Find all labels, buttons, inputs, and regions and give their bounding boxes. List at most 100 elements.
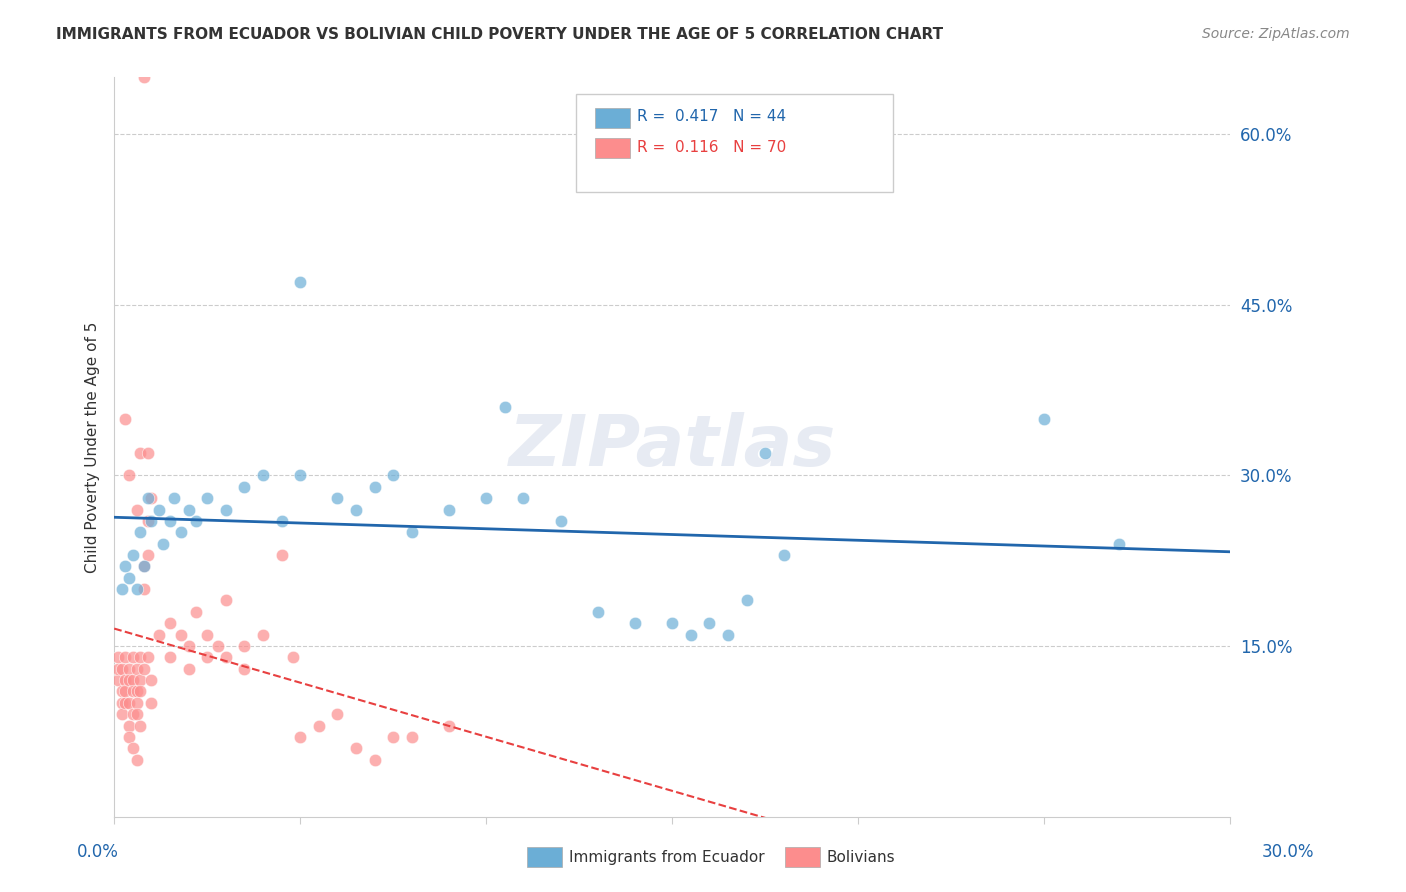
Point (132, 559, 155, 574)
Point (624, 616, 647, 631)
Point (121, 707, 143, 722)
Point (252, 627, 274, 641)
Text: Immigrants from Ecuador: Immigrants from Ecuador (569, 850, 765, 864)
Point (290, 275, 312, 289)
Point (148, 502, 170, 516)
Point (121, 548, 143, 562)
Point (132, 559, 155, 574)
Point (107, 662, 129, 676)
Point (233, 480, 256, 494)
Point (111, 662, 134, 676)
Point (1108, 536, 1130, 550)
Point (118, 468, 141, 483)
Point (141, 696, 163, 710)
Point (184, 514, 207, 528)
Text: R =  0.417   N = 44: R = 0.417 N = 44 (637, 110, 786, 124)
Point (437, 718, 460, 732)
Point (118, 571, 141, 585)
Point (177, 662, 200, 676)
Point (125, 753, 148, 767)
Point (252, 468, 274, 483)
Point (152, 536, 174, 550)
Point (129, 673, 152, 687)
Point (121, 684, 143, 698)
Point (184, 605, 207, 619)
Point (132, 662, 155, 676)
Point (344, 502, 367, 516)
Point (132, 582, 155, 596)
Point (148, 627, 170, 641)
Point (107, 650, 129, 665)
Point (118, 673, 141, 687)
Point (129, 684, 152, 698)
Point (326, 707, 349, 722)
Point (121, 673, 143, 687)
Point (118, 730, 141, 744)
Point (326, 491, 349, 505)
Point (141, 491, 163, 505)
Point (1033, 411, 1056, 425)
Point (735, 593, 758, 607)
Point (215, 502, 238, 516)
Point (129, 525, 152, 540)
Point (363, 480, 385, 494)
Point (114, 684, 136, 698)
Point (290, 468, 312, 483)
Point (114, 559, 136, 574)
Point (125, 707, 148, 722)
Point (114, 696, 136, 710)
Point (290, 730, 312, 744)
Point (163, 491, 186, 505)
Point (125, 684, 148, 698)
Point (512, 491, 534, 505)
Point (233, 662, 256, 676)
Text: Bolivians: Bolivians (827, 850, 896, 864)
Point (136, 514, 159, 528)
Text: ZIPatlas: ZIPatlas (509, 412, 837, 482)
Point (121, 650, 143, 665)
Point (118, 696, 141, 710)
Point (159, 650, 181, 665)
Point (141, 673, 163, 687)
Point (136, 445, 159, 459)
Y-axis label: Child Poverty Under the Age of 5: Child Poverty Under the Age of 5 (86, 321, 100, 573)
Point (129, 650, 152, 665)
Point (773, 548, 796, 562)
Point (195, 491, 218, 505)
Point (170, 627, 193, 641)
Point (177, 502, 200, 516)
Point (550, 514, 572, 528)
Point (586, 605, 609, 619)
Text: IMMIGRANTS FROM ECUADOR VS BOLIVIAN CHILD POVERTY UNDER THE AGE OF 5 CORRELATION: IMMIGRANTS FROM ECUADOR VS BOLIVIAN CHIL… (56, 27, 943, 42)
Point (125, 582, 148, 596)
Point (111, 684, 134, 698)
Point (125, 662, 148, 676)
Text: R =  0.116   N = 70: R = 0.116 N = 70 (637, 140, 786, 154)
Point (159, 514, 181, 528)
Point (129, 718, 152, 732)
Point (363, 753, 385, 767)
Point (195, 627, 218, 641)
Point (136, 650, 159, 665)
Point (661, 616, 683, 631)
Point (111, 582, 134, 596)
Point (475, 491, 498, 505)
Point (382, 468, 405, 483)
Point (233, 639, 256, 653)
Point (114, 411, 136, 425)
Text: 30.0%: 30.0% (1263, 843, 1315, 861)
Point (270, 514, 292, 528)
Point (159, 616, 181, 631)
Point (114, 673, 136, 687)
Point (699, 616, 721, 631)
Point (270, 548, 292, 562)
Point (344, 741, 367, 756)
Point (107, 673, 129, 687)
Point (125, 502, 148, 516)
Point (281, 650, 304, 665)
Point (132, 70, 155, 85)
Point (215, 593, 238, 607)
Text: Source: ZipAtlas.com: Source: ZipAtlas.com (1202, 27, 1350, 41)
Point (717, 627, 740, 641)
Point (111, 707, 134, 722)
